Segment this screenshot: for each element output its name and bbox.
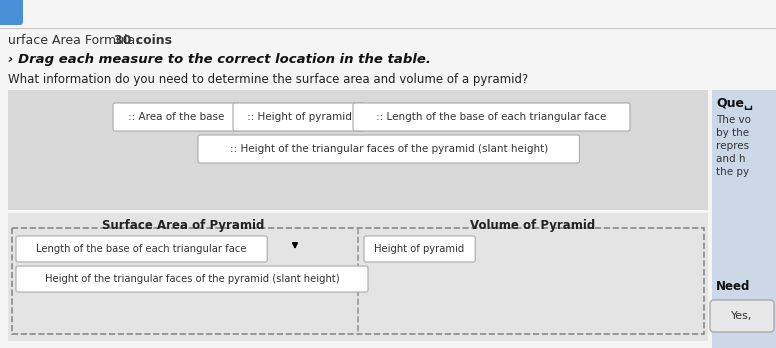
Text: Yes,: Yes, <box>731 311 753 321</box>
Text: :: Height of the triangular faces of the pyramid (slant height): :: Height of the triangular faces of the… <box>230 144 548 154</box>
Text: :: Area of the base: :: Area of the base <box>128 112 224 122</box>
Text: Que␣: Que␣ <box>716 97 753 111</box>
FancyBboxPatch shape <box>12 228 704 334</box>
FancyBboxPatch shape <box>8 213 708 341</box>
FancyBboxPatch shape <box>198 135 580 163</box>
Text: Surface Area of Pyramid: Surface Area of Pyramid <box>102 219 264 231</box>
FancyBboxPatch shape <box>0 0 23 25</box>
Text: Height of the triangular faces of the pyramid (slant height): Height of the triangular faces of the py… <box>45 274 339 284</box>
Text: Need: Need <box>716 279 750 293</box>
Text: What information do you need to determine the surface area and volume of a pyram: What information do you need to determin… <box>8 73 528 87</box>
FancyBboxPatch shape <box>113 103 239 131</box>
Text: 30 coins: 30 coins <box>114 33 172 47</box>
Text: :: Length of the base of each triangular face: :: Length of the base of each triangular… <box>376 112 607 122</box>
FancyBboxPatch shape <box>710 300 774 332</box>
FancyBboxPatch shape <box>233 103 365 131</box>
Text: the py: the py <box>716 167 749 177</box>
Text: repres: repres <box>716 141 749 151</box>
Text: Length of the base of each triangular face: Length of the base of each triangular fa… <box>36 244 247 254</box>
Text: Volume of Pyramid: Volume of Pyramid <box>470 219 596 231</box>
FancyBboxPatch shape <box>353 103 630 131</box>
FancyBboxPatch shape <box>16 236 267 262</box>
FancyBboxPatch shape <box>364 236 475 262</box>
Text: by the: by the <box>716 128 749 138</box>
Text: The vo: The vo <box>716 115 751 125</box>
Text: and h: and h <box>716 154 746 164</box>
FancyBboxPatch shape <box>8 90 708 210</box>
FancyBboxPatch shape <box>16 266 368 292</box>
Text: › Drag each measure to the correct location in the table.: › Drag each measure to the correct locat… <box>8 54 431 66</box>
Text: :: Height of pyramid: :: Height of pyramid <box>247 112 352 122</box>
Text: Height of pyramid: Height of pyramid <box>375 244 465 254</box>
FancyBboxPatch shape <box>712 90 776 348</box>
Text: urface Area Formula:: urface Area Formula: <box>8 33 144 47</box>
